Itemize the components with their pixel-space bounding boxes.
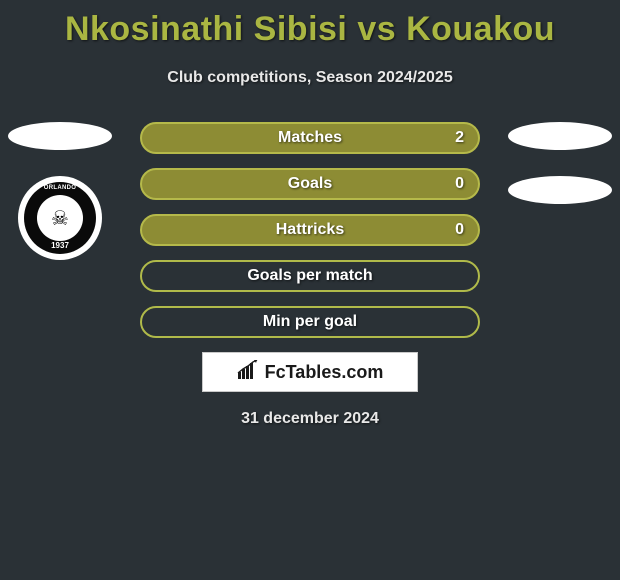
stat-value-left: 2: [455, 129, 464, 147]
brand-attribution[interactable]: FcTables.com: [202, 352, 418, 392]
stat-row-min-per-goal: Min per goal: [140, 306, 480, 338]
stat-row-goals: Goals 0: [140, 168, 480, 200]
comparison-title: Nkosinathi Sibisi vs Kouakou: [0, 0, 620, 49]
stat-label: Goals per match: [247, 267, 372, 285]
left-player-badges: ORLANDO ☠ 1937: [8, 122, 112, 260]
team-badge-oval: [508, 176, 612, 204]
stat-label: Hattricks: [276, 221, 344, 239]
skull-icon: ☠: [37, 195, 83, 241]
stats-table: Matches 2 Goals 0 Hattricks 0 Goals per …: [140, 122, 480, 428]
crest-top-text: ORLANDO: [24, 185, 96, 191]
club-crest: ORLANDO ☠ 1937: [18, 176, 102, 260]
stat-row-goals-per-match: Goals per match: [140, 260, 480, 292]
stat-value-left: 0: [455, 175, 464, 193]
stat-label: Matches: [278, 129, 342, 147]
right-player-badges: [508, 122, 612, 230]
stat-row-hattricks: Hattricks 0: [140, 214, 480, 246]
snapshot-date: 31 december 2024: [140, 410, 480, 428]
crest-year: 1937: [24, 241, 96, 250]
brand-text: FcTables.com: [265, 362, 384, 383]
stat-row-matches: Matches 2: [140, 122, 480, 154]
stat-value-left: 0: [455, 221, 464, 239]
team-badge-oval: [508, 122, 612, 150]
stat-label: Min per goal: [263, 313, 357, 331]
stat-label: Goals: [288, 175, 332, 193]
team-badge-oval: [8, 122, 112, 150]
bar-chart-icon: [237, 360, 261, 385]
comparison-subtitle: Club competitions, Season 2024/2025: [0, 69, 620, 87]
